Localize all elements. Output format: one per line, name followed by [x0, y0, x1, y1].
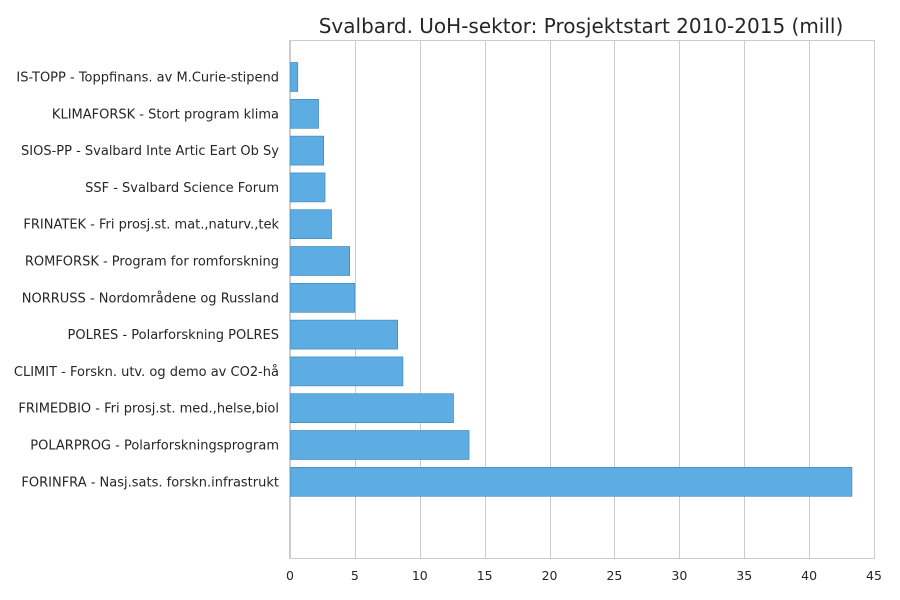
x-tick-label: 10: [412, 568, 428, 583]
bar: [289, 135, 325, 166]
category-label: POLARPROG - Polarforskningsprogram: [30, 439, 279, 454]
bar: [289, 246, 350, 276]
bar: [289, 319, 399, 350]
category-labels: IS-TOPP - Toppfinans. av M.Curie-stipend…: [14, 71, 280, 491]
category-label: FORINFRA - Nasj.sats. forskn.infrastrukt: [21, 475, 279, 490]
x-tick-labels: 0 5 10 15 20 25 30 35 40 45: [286, 568, 882, 583]
category-label: FRIMEDBIO - Fri prosj.st. med.,helse,bio…: [18, 402, 279, 417]
bar: [289, 430, 470, 460]
category-label: SIOS-PP - Svalbard Inte Artic Eart Ob Sy: [21, 144, 279, 159]
x-tick-label: 30: [671, 568, 687, 583]
bar: [289, 393, 454, 424]
category-label: SSF - Svalbard Science Forum: [85, 181, 279, 196]
x-tick-label: 35: [736, 568, 752, 583]
plot-frame: [289, 40, 875, 559]
bar: [289, 282, 356, 313]
category-label: KLIMAFORSK - Stort program klima: [52, 107, 279, 122]
bar: [289, 209, 332, 239]
bar: [289, 466, 853, 497]
x-tick-label: 45: [866, 568, 882, 583]
x-tick-label: 40: [801, 568, 817, 583]
bar: [289, 172, 326, 203]
category-label: FRINATEK - Fri prosj.st. mat.,naturv.,te…: [23, 218, 279, 233]
category-label: NORRUSS - Nordområdene og Russland: [22, 291, 279, 306]
x-tick-label: 20: [542, 568, 558, 583]
bars: [289, 62, 853, 497]
x-tick-label: 0: [286, 568, 294, 583]
x-tick-label: 25: [606, 568, 622, 583]
category-label: CLIMIT - Forskn. utv. og demo av CO2-hå: [14, 365, 279, 380]
x-tick-label: 15: [477, 568, 493, 583]
bar: [289, 99, 319, 129]
x-tick-label: 5: [351, 568, 359, 583]
category-label: ROMFORSK - Program for romforskning: [25, 255, 279, 270]
bar: [289, 62, 299, 92]
chart-title: Svalbard. UoH-sektor: Prosjektstart 2010…: [319, 14, 844, 38]
category-label: IS-TOPP - Toppfinans. av M.Curie-stipend: [16, 71, 279, 86]
bar: [289, 356, 404, 387]
category-label: POLRES - Polarforskning POLRES: [68, 328, 280, 343]
